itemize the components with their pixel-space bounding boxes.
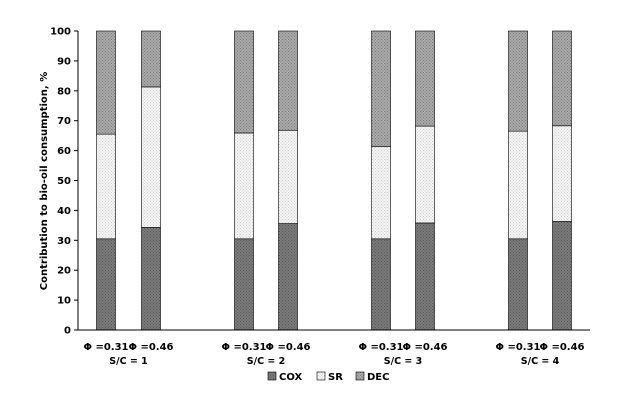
bar-dec-7 [552, 30, 572, 127]
category-label-5: Φ =0.46 [402, 342, 447, 353]
y-tick-label-5: 50 [57, 176, 71, 187]
legend-label-sr: SR [328, 372, 343, 383]
bar-sr-7 [552, 125, 572, 222]
bar-sr-4 [371, 146, 391, 240]
group-label-1: S/C = 2 [247, 356, 285, 367]
bar-cox-4 [371, 238, 391, 331]
y-tick-label-1: 10 [57, 296, 71, 307]
y-tick-label-9: 90 [57, 56, 71, 67]
y-axis-title: Contribution to bio-oil consumption, % [39, 72, 50, 290]
y-tick-label-8: 80 [57, 86, 71, 97]
bar-dec-1 [141, 30, 161, 88]
group-labels: S/C = 1 S/C = 2 S/C = 3 S/C = 4 [109, 356, 559, 367]
bar-sr-6 [508, 130, 528, 240]
bar-dec-4 [371, 30, 391, 148]
y-tick-label-4: 40 [57, 206, 71, 217]
bar-cox-7 [552, 221, 572, 331]
bar-cox-2 [234, 238, 254, 331]
bar-dec-2 [234, 30, 254, 134]
group-label-2: S/C = 3 [384, 356, 422, 367]
category-label-7: Φ =0.46 [539, 342, 584, 353]
legend-label-cox: COX [279, 372, 302, 383]
category-labels: Φ =0.31 Φ =0.46 Φ =0.31Φ =0.46 Φ =0.31Φ =0.… [83, 342, 584, 353]
legend-label-dec: DEC [367, 372, 389, 383]
bar-sr-2 [234, 132, 254, 240]
group-label-3: S/C = 4 [521, 356, 560, 367]
y-tick-label-2: 20 [57, 266, 71, 277]
y-tick-label-6: 60 [57, 146, 71, 157]
axes [77, 31, 590, 331]
y-tick-label-0: 0 [64, 326, 71, 337]
bar-cox-5 [415, 222, 435, 331]
bar-cox-6 [508, 238, 528, 331]
legend-swatch-cox [267, 371, 277, 381]
bar-sr-0 [96, 133, 116, 240]
y-tick-label-3: 30 [57, 236, 71, 247]
bar-sr-3 [278, 129, 298, 224]
legend-swatch-dec [355, 371, 365, 381]
bar-sr-5 [415, 125, 435, 224]
category-label-3: Φ =0.46 [265, 342, 310, 353]
bar-dec-5 [415, 30, 435, 127]
legend-swatch-sr [316, 371, 326, 381]
category-label-1: Φ =0.46 [128, 342, 173, 353]
bar-cox-3 [278, 223, 298, 331]
bar-dec-3 [278, 30, 298, 131]
bar-dec-6 [508, 30, 528, 132]
bar-cox-1 [141, 227, 161, 331]
bar-series [96, 30, 572, 331]
category-label-2: Φ =0.31 [221, 342, 266, 353]
category-label-4: Φ =0.31 [358, 342, 403, 353]
category-label-6: Φ =0.31 [495, 342, 540, 353]
bar-cox-0 [96, 238, 116, 331]
bar-dec-0 [96, 30, 116, 135]
group-label-0: S/C = 1 [109, 356, 147, 367]
bar-sr-1 [141, 86, 161, 228]
y-tick-label-7: 70 [57, 116, 71, 127]
legend: COX SR DEC [267, 371, 389, 383]
y-tick-label-10: 100 [50, 27, 71, 38]
category-label-0: Φ =0.31 [83, 342, 128, 353]
y-axis-ticks: 0 10 20 30 40 50 60 70 80 90 100 [50, 27, 78, 337]
